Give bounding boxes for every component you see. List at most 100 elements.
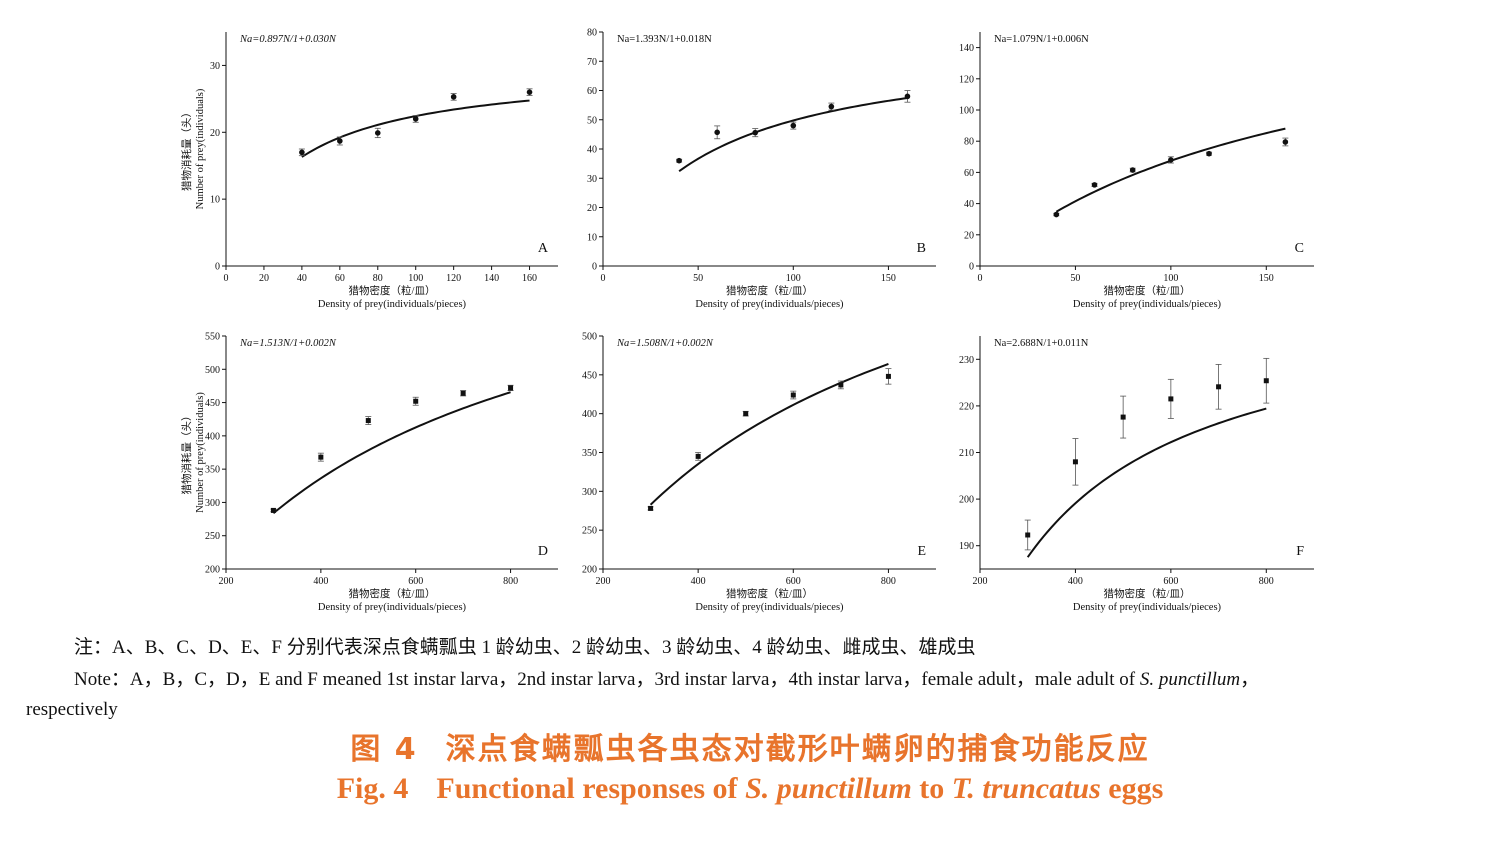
x-tick-label: 400	[1068, 576, 1083, 587]
data-point	[450, 94, 457, 100]
y-tick-label: 400	[582, 409, 597, 420]
note-english-suffix: ，	[1240, 669, 1260, 690]
panel-label: A	[538, 241, 549, 256]
x-tick-label: 600	[786, 576, 801, 587]
y-tick-label: 0	[215, 262, 220, 273]
data-point	[1282, 139, 1289, 145]
data-point	[1206, 150, 1212, 157]
note-chinese-text: 注：A、B、C、D、E、F 分别代表深点食螨瓢虫 1 龄幼虫、2 龄幼虫、3 龄…	[74, 637, 976, 658]
panel-label: D	[538, 544, 548, 559]
y-tick-label: 20	[964, 230, 974, 241]
x-tick-label: 80	[373, 273, 383, 284]
data-point	[374, 130, 381, 136]
panel-c: 0 50 100 150 0 20 40 60 80 100 120 140 Na=1.079N/1+0…	[959, 32, 1314, 310]
figure-panels: 0 20 40 60 80 100 120 140 1600102030Na=0.897N/1+…	[180, 28, 1314, 613]
x-tick-label: 0	[978, 273, 983, 284]
fit-curve	[272, 391, 511, 515]
fit-curve	[649, 363, 889, 506]
data-point	[318, 454, 324, 460]
y-tick-label: 120	[959, 74, 974, 85]
panel-label: B	[917, 241, 926, 256]
y-tick-label: 40	[587, 145, 597, 156]
y-tick-label: 550	[205, 332, 220, 343]
equation-label: Na=1.513N/1+0.002N	[239, 338, 337, 349]
caption-en-species2: T. truncatus	[951, 772, 1101, 805]
data-point	[904, 93, 911, 100]
y-tick-label: 0	[969, 262, 974, 273]
y-tick-label: 230	[959, 355, 974, 366]
y-tick-label: 210	[959, 448, 974, 459]
x-tick-label: 50	[693, 273, 703, 284]
panel-e: 200 400 600 800 200 250 300 350 400 450 500 Na=1.50…	[582, 332, 936, 613]
x-axis-label-en: Density of prey(individuals/pieces)	[1073, 602, 1222, 613]
y-tick-label: 400	[205, 431, 220, 442]
caption-cn-number: 图 4	[350, 732, 418, 767]
note-english-prefix: Note：A，B，C，D，E and F meaned 1st instar l…	[74, 669, 1140, 690]
caption-en-text1: Functional responses of	[436, 772, 746, 805]
x-tick-label: 150	[881, 273, 896, 284]
x-tick-label: 600	[1163, 576, 1178, 587]
panel-d: 200 400 600 800 200 250 300 350 400 450 500 550 Na=1…	[180, 332, 558, 613]
x-axis-label-en: Density of prey(individuals/pieces)	[1073, 299, 1222, 310]
x-tick-label: 200	[596, 576, 611, 587]
y-tick-label: 350	[582, 448, 597, 459]
y-tick-label: 200	[205, 565, 220, 576]
y-tick-label: 60	[964, 168, 974, 179]
data-point	[526, 89, 533, 95]
data-point	[270, 507, 276, 513]
y-tick-label: 80	[587, 28, 597, 39]
data-point	[1072, 459, 1078, 465]
x-tick-label: 800	[503, 576, 518, 587]
x-tick-label: 200	[219, 576, 234, 587]
x-tick-label: 600	[408, 576, 423, 587]
x-tick-label: 400	[691, 576, 706, 587]
x-tick-label: 50	[1070, 273, 1080, 284]
data-point	[828, 103, 835, 110]
fit-curve	[1055, 127, 1286, 213]
data-point	[676, 157, 682, 164]
data-point	[1129, 167, 1136, 173]
equation-label: Na=1.079N/1+0.006N	[994, 34, 1089, 45]
panel-label: C	[1295, 241, 1304, 256]
y-tick-label: 300	[582, 487, 597, 498]
y-tick-label: 80	[964, 137, 974, 148]
caption-en-text2: to	[911, 772, 952, 805]
x-axis-label-cn: 猎物密度（粒/皿）	[726, 284, 813, 297]
x-axis-label-cn: 猎物密度（粒/皿）	[726, 587, 813, 600]
x-axis-label-cn: 猎物密度（粒/皿）	[349, 587, 436, 600]
y-axis-label-cn: 猎物消耗量（头）	[180, 107, 193, 191]
data-point	[1120, 414, 1126, 420]
fit-curve	[1026, 407, 1267, 558]
y-tick-label: 40	[964, 199, 974, 210]
x-tick-label: 160	[522, 273, 537, 284]
x-tick-label: 0	[601, 273, 606, 284]
x-axis-label-cn: 猎物密度（粒/皿）	[349, 284, 436, 297]
y-tick-label: 220	[959, 401, 974, 412]
x-axis-label-en: Density of prey(individuals/pieces)	[318, 602, 467, 613]
data-point	[1025, 532, 1031, 538]
x-tick-label: 40	[297, 273, 307, 284]
y-tick-label: 250	[582, 526, 597, 537]
data-point	[743, 411, 749, 417]
y-tick-label: 450	[205, 398, 220, 409]
y-tick-label: 30	[210, 61, 220, 72]
y-tick-label: 20	[587, 203, 597, 214]
x-tick-label: 800	[881, 576, 896, 587]
y-axis-label-cn: 猎物消耗量（头）	[180, 411, 193, 495]
y-tick-label: 20	[210, 128, 220, 139]
y-tick-label: 190	[959, 541, 974, 552]
panel-a: 0 20 40 60 80 100 120 140 160 0 10 20 30 Na=0.897N/1+…	[180, 32, 558, 310]
y-tick-label: 500	[205, 365, 220, 376]
data-point	[790, 122, 797, 129]
fit-curve	[301, 99, 530, 158]
y-tick-label: 200	[959, 495, 974, 506]
panel-label: E	[917, 544, 926, 559]
y-tick-label: 250	[205, 531, 220, 542]
data-point	[413, 398, 419, 404]
y-tick-label: 450	[582, 370, 597, 381]
y-tick-label: 60	[587, 86, 597, 97]
equation-label: Na=0.897N/1+0.030N	[239, 34, 337, 45]
equation-label: Na=1.393N/1+0.018N	[617, 34, 712, 45]
data-point	[885, 373, 891, 379]
data-point	[790, 392, 796, 398]
